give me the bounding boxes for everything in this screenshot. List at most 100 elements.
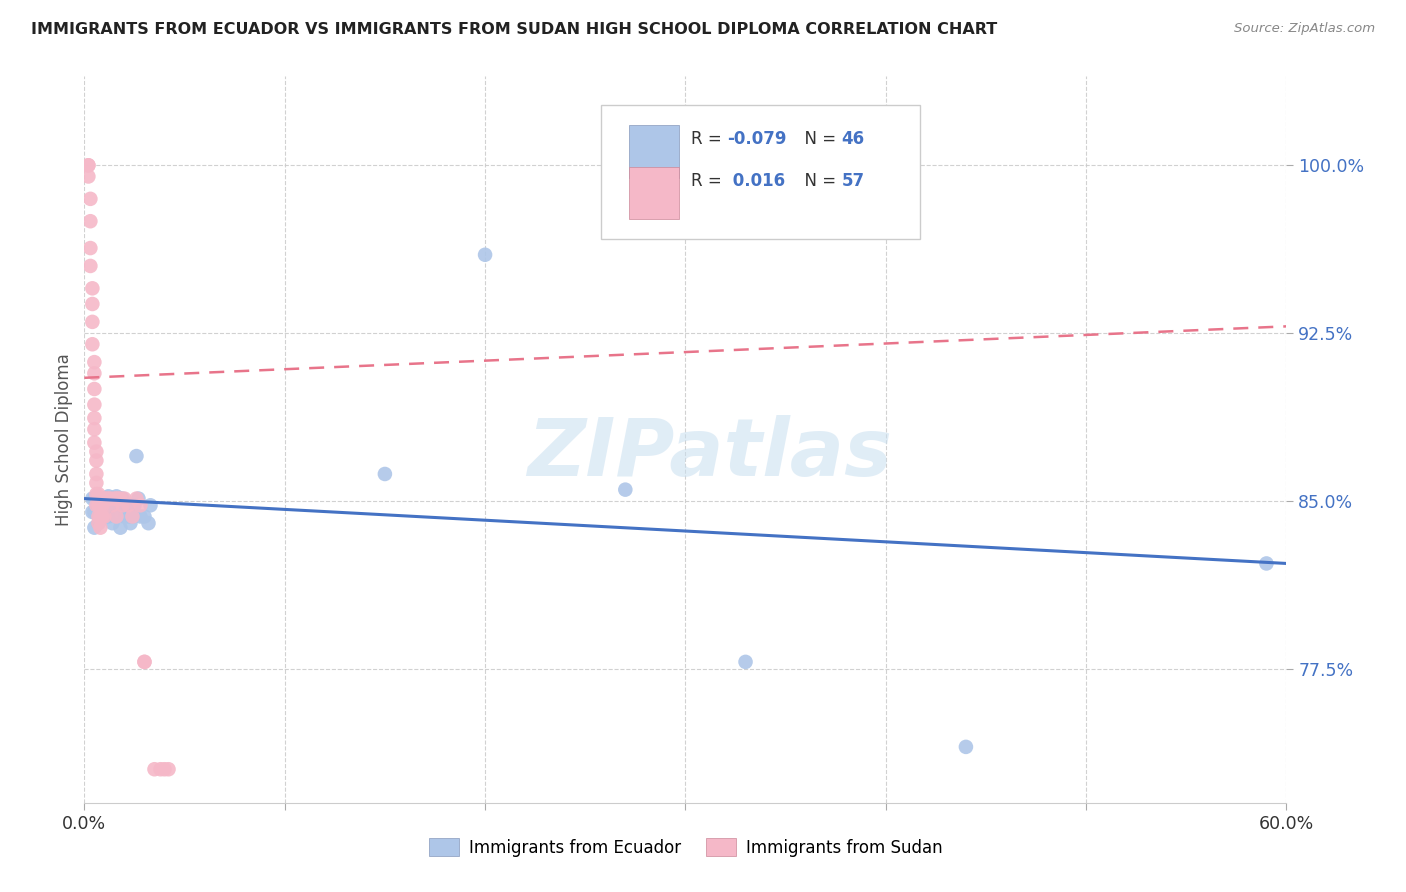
Point [96,491,118,506]
Point [87,491,110,506]
Point [82,337,104,351]
Point [105,489,128,503]
Point [77,158,100,172]
Point [93,505,115,519]
Point [107,498,129,512]
Point [82,505,104,519]
Point [111,491,134,506]
Point [87,487,110,501]
Legend: Immigrants from Ecuador, Immigrants from Sudan: Immigrants from Ecuador, Immigrants from… [422,831,949,863]
FancyBboxPatch shape [602,105,920,239]
Point [97,509,120,524]
Point [101,516,124,531]
Point [374,467,396,481]
Point [93,509,115,524]
Point [83,382,105,396]
Point [134,655,156,669]
Point [89,521,111,535]
Point [89,509,111,524]
Text: R =: R = [692,130,727,148]
Text: Source: ZipAtlas.com: Source: ZipAtlas.com [1234,22,1375,36]
Point [86,505,108,519]
Point [149,762,172,776]
Point [125,491,148,506]
Point [103,498,125,512]
Point [157,762,180,776]
Point [115,498,138,512]
Point [734,655,756,669]
Point [93,491,115,506]
Point [153,762,176,776]
Point [614,483,637,497]
Point [82,315,104,329]
Point [955,739,977,754]
Point [105,509,128,524]
Point [129,498,152,512]
Point [134,655,156,669]
Point [124,498,146,512]
Point [111,498,134,512]
Point [83,367,105,381]
Point [93,491,115,506]
Point [89,493,111,508]
Point [83,398,105,412]
Point [87,498,110,512]
Point [77,158,100,172]
Point [101,491,124,506]
Point [82,281,104,295]
Text: R =: R = [692,171,727,189]
Point [105,509,128,524]
Point [87,516,110,531]
Point [97,489,120,503]
Point [91,509,114,524]
Point [83,422,105,436]
Point [121,509,143,524]
FancyBboxPatch shape [628,167,679,219]
Point [83,411,105,425]
Point [100,491,122,506]
Point [110,491,132,506]
Point [83,521,105,535]
Point [129,509,152,524]
Text: N =: N = [793,130,841,148]
Text: ZIPatlas: ZIPatlas [527,415,891,493]
Point [77,169,100,184]
Point [91,491,114,506]
Point [79,241,101,255]
Point [110,491,132,506]
Y-axis label: High School Diploma: High School Diploma [55,353,73,525]
Point [79,192,101,206]
Point [114,509,135,524]
Text: IMMIGRANTS FROM ECUADOR VS IMMIGRANTS FROM SUDAN HIGH SCHOOL DIPLOMA CORRELATION: IMMIGRANTS FROM ECUADOR VS IMMIGRANTS FR… [31,22,997,37]
Text: 0.016: 0.016 [727,171,786,189]
Point [125,449,148,463]
Point [83,355,105,369]
Point [117,498,139,512]
Point [127,491,149,506]
Point [1256,557,1278,571]
Point [139,498,162,512]
Point [96,498,118,512]
Point [86,444,108,458]
Text: 57: 57 [842,171,865,189]
Point [91,509,114,524]
Point [83,435,105,450]
Point [86,467,108,481]
Point [134,509,156,524]
Point [82,491,104,506]
Point [121,509,143,524]
Point [79,214,101,228]
Point [89,509,111,524]
Point [86,489,108,503]
Point [117,509,139,524]
Point [143,762,166,776]
Point [474,248,496,262]
Point [86,475,108,490]
Text: -0.079: -0.079 [727,130,787,148]
Point [138,516,160,531]
Text: 46: 46 [842,130,865,148]
Point [97,491,120,506]
Point [79,259,101,273]
Point [83,491,105,506]
Point [103,491,125,506]
